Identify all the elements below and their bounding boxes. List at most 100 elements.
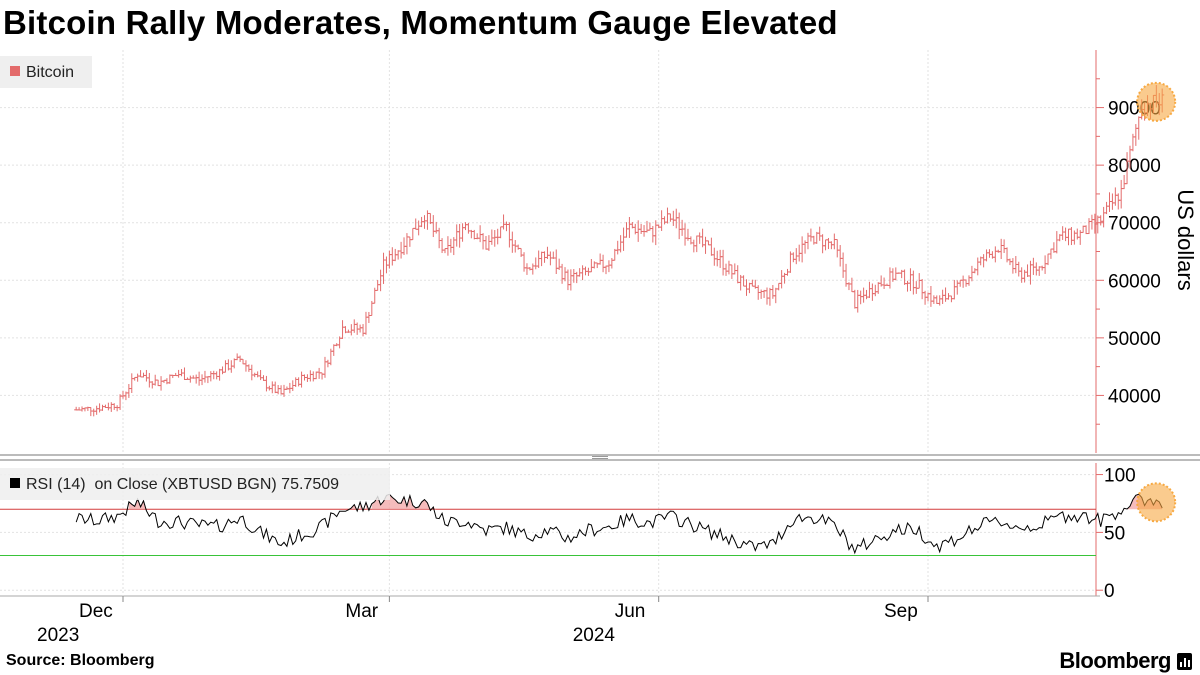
price-bar xyxy=(422,215,427,229)
rsi-line xyxy=(75,493,1163,555)
price-bar xyxy=(489,229,494,245)
price-highlight-circle xyxy=(1136,81,1177,122)
price-bar xyxy=(999,238,1004,259)
price-bars xyxy=(74,85,1165,417)
price-bar xyxy=(1010,258,1015,274)
price-tick-label: 80000 xyxy=(1108,156,1161,177)
price-bar xyxy=(188,375,193,383)
price-bar xyxy=(255,371,260,378)
price-bar xyxy=(984,249,989,262)
price-bar xyxy=(217,368,222,381)
price-bar xyxy=(1043,255,1048,274)
price-bar xyxy=(823,239,828,251)
price-bar xyxy=(1054,231,1059,254)
price-bar xyxy=(1116,193,1121,210)
price-bar xyxy=(144,369,149,382)
price-bar xyxy=(223,360,228,373)
price-bar xyxy=(773,287,778,304)
price-bar xyxy=(890,268,895,282)
price-bar xyxy=(560,263,565,284)
price-bar xyxy=(694,235,699,253)
price-bar xyxy=(1060,226,1065,240)
price-bar xyxy=(718,249,723,268)
price-bar xyxy=(858,290,863,305)
price-bar xyxy=(495,228,500,245)
price-bar xyxy=(293,377,298,387)
price-bar xyxy=(1069,227,1074,246)
price-bar xyxy=(1110,193,1115,210)
price-bar xyxy=(1066,228,1071,246)
price-bar xyxy=(413,218,418,230)
price-bar xyxy=(1048,248,1053,259)
price-bar xyxy=(407,236,412,247)
price-bar xyxy=(920,278,925,300)
price-bar xyxy=(1136,116,1141,140)
price-bar xyxy=(627,216,632,238)
price-bar xyxy=(814,231,819,244)
price-bar xyxy=(972,268,977,274)
price-bar xyxy=(993,246,998,263)
price-bar xyxy=(1087,218,1091,235)
price-bar xyxy=(1072,230,1077,245)
rsi-y-ticks: 0 50 100 xyxy=(1096,466,1136,602)
price-bar xyxy=(284,386,289,390)
price-bar xyxy=(732,263,737,275)
price-bar xyxy=(381,252,386,284)
price-bar xyxy=(527,266,532,271)
price-bar xyxy=(835,239,840,258)
brand-name: Bloomberg xyxy=(1059,648,1171,673)
price-bar xyxy=(729,264,734,279)
price-bar xyxy=(1040,265,1045,271)
price-bar xyxy=(598,253,603,265)
price-bar xyxy=(545,246,550,260)
price-bar xyxy=(832,233,837,250)
price-tick-label: 40000 xyxy=(1108,386,1161,407)
price-bar xyxy=(791,252,796,263)
price-bar xyxy=(366,311,371,324)
price-bar xyxy=(109,402,114,412)
price-bar xyxy=(873,284,878,297)
price-bar xyxy=(724,263,729,276)
price-bar xyxy=(624,222,629,238)
chart-title: Bitcoin Rally Moderates, Momentum Gauge … xyxy=(3,4,838,41)
price-bar xyxy=(838,245,843,267)
price-tick-label: 70000 xyxy=(1108,214,1161,235)
rsi-legend-swatch xyxy=(10,478,20,488)
price-bar xyxy=(200,374,205,386)
price-bar xyxy=(592,261,597,269)
x-tick-month: Jun xyxy=(615,601,646,622)
price-bar xyxy=(928,285,933,307)
price-bar xyxy=(726,260,731,275)
price-bar xyxy=(448,238,453,253)
price-bar xyxy=(352,319,357,333)
price-bar xyxy=(671,210,676,226)
price-bar xyxy=(846,282,851,291)
price-bar xyxy=(1016,261,1021,277)
price-bar xyxy=(399,241,404,259)
price-bar xyxy=(923,290,928,305)
price-bar xyxy=(808,228,813,242)
price-bar xyxy=(557,258,562,270)
price-bar xyxy=(955,280,960,295)
price-bar xyxy=(258,369,263,381)
price-bar xyxy=(194,374,199,384)
price-bar xyxy=(604,265,608,275)
price-bar xyxy=(299,371,304,388)
price-bar xyxy=(882,277,887,289)
price-bar xyxy=(776,282,781,291)
price-bar xyxy=(454,224,459,247)
price-bar xyxy=(943,287,948,302)
price-bar xyxy=(715,250,720,267)
price-bar xyxy=(97,403,102,413)
price-bar xyxy=(911,270,916,295)
price-bar xyxy=(1119,179,1124,209)
price-bar xyxy=(138,370,143,378)
price-bar xyxy=(864,289,869,300)
price-bar xyxy=(987,249,992,258)
panel-divider-grip[interactable] xyxy=(592,456,608,459)
price-bar xyxy=(472,229,477,240)
price-bar xyxy=(167,374,172,384)
price-bar xyxy=(805,232,810,250)
price-legend-label: Bitcoin xyxy=(26,64,74,81)
price-bar xyxy=(308,370,313,382)
